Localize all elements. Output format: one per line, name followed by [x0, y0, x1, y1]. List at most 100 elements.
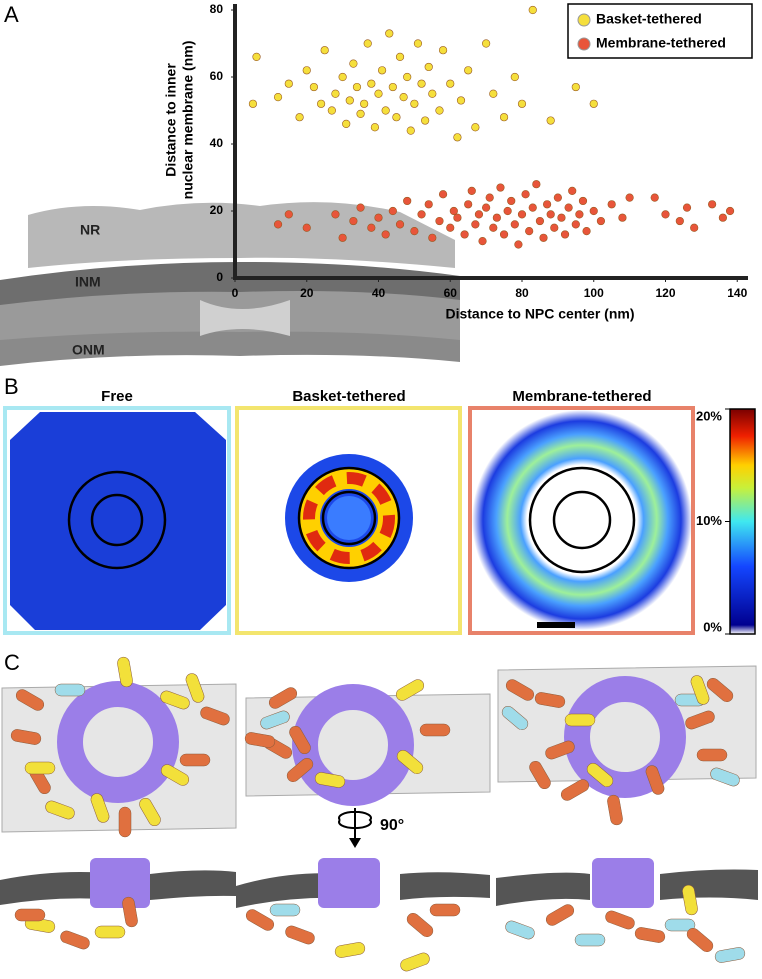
point [399, 92, 408, 102]
legend-label: Basket-tethered [596, 11, 702, 27]
point [302, 223, 311, 232]
point [331, 89, 340, 98]
protein [90, 793, 110, 823]
protein [690, 675, 710, 705]
point [331, 210, 340, 219]
point [374, 89, 383, 98]
point [428, 89, 437, 98]
panel-c [0, 665, 758, 908]
point [352, 82, 362, 92]
protein [686, 927, 714, 953]
point [708, 200, 717, 209]
point [356, 109, 365, 118]
point [618, 213, 627, 222]
protein [645, 765, 665, 795]
y-tick-label: 80 [210, 2, 224, 16]
point [316, 99, 326, 108]
protein [706, 677, 734, 703]
point [403, 196, 412, 206]
point [560, 230, 570, 239]
point [539, 233, 548, 242]
x-tick-label: 0 [232, 286, 239, 300]
point [625, 193, 634, 202]
colorbar-label: 10% [696, 513, 722, 528]
x-tick-label: 120 [655, 286, 675, 300]
protein [545, 740, 575, 760]
panel-label: A [4, 2, 19, 27]
panel-title: Membrane-tethered [512, 388, 651, 405]
protein [682, 884, 698, 916]
point [553, 193, 562, 202]
panel-title: Basket-tethered [292, 388, 405, 405]
point [456, 96, 466, 105]
protein [289, 725, 311, 755]
point [489, 223, 498, 232]
protein [117, 656, 133, 688]
point [295, 113, 304, 122]
point [273, 220, 283, 229]
protein [505, 920, 535, 940]
protein [179, 753, 211, 767]
point [550, 223, 559, 232]
point [489, 89, 498, 98]
point [467, 186, 476, 195]
point [438, 46, 448, 55]
point [557, 213, 566, 222]
point [471, 220, 480, 229]
point [661, 210, 670, 219]
y-tick-label: 20 [210, 203, 224, 217]
rotation-label: 90° [380, 817, 404, 834]
legend-swatch [577, 37, 591, 51]
membrane-render [0, 202, 460, 366]
point [320, 46, 329, 55]
x-tick-label: 40 [372, 286, 386, 300]
protein [696, 748, 728, 762]
point [395, 52, 405, 62]
protein [534, 692, 566, 708]
protein [560, 779, 590, 801]
y-axis-label: nuclear membrane (nm) [180, 41, 196, 200]
point [650, 193, 659, 202]
protein [314, 772, 346, 788]
legend-swatch [577, 13, 591, 27]
point [596, 216, 606, 226]
protein [260, 710, 290, 730]
point [349, 59, 358, 68]
point [363, 39, 372, 48]
point [725, 206, 735, 216]
protein [122, 896, 138, 928]
point [349, 216, 358, 226]
point [460, 230, 469, 239]
protein [285, 925, 315, 945]
point [248, 99, 258, 108]
point [478, 237, 487, 246]
point [392, 113, 401, 122]
protein [505, 679, 535, 701]
point [374, 213, 383, 222]
y-tick-label: 0 [216, 270, 223, 284]
protein [634, 927, 666, 943]
point [273, 92, 283, 102]
protein [419, 723, 451, 737]
point [690, 223, 699, 232]
point [410, 99, 419, 108]
panel-title: Free [101, 388, 133, 405]
protein [60, 930, 90, 950]
point [510, 72, 519, 82]
y-axis-label: Distance to inner [163, 63, 179, 177]
point [510, 220, 519, 229]
legend-label: Membrane-tethered [596, 35, 726, 51]
point [381, 106, 390, 115]
protein [139, 797, 161, 827]
point [413, 39, 423, 48]
protein [586, 762, 614, 788]
point [499, 113, 509, 122]
protein [685, 710, 715, 730]
colorbar-label: 20% [696, 408, 722, 423]
point [367, 223, 376, 232]
point [474, 210, 484, 219]
point [521, 190, 530, 199]
point [464, 66, 473, 75]
